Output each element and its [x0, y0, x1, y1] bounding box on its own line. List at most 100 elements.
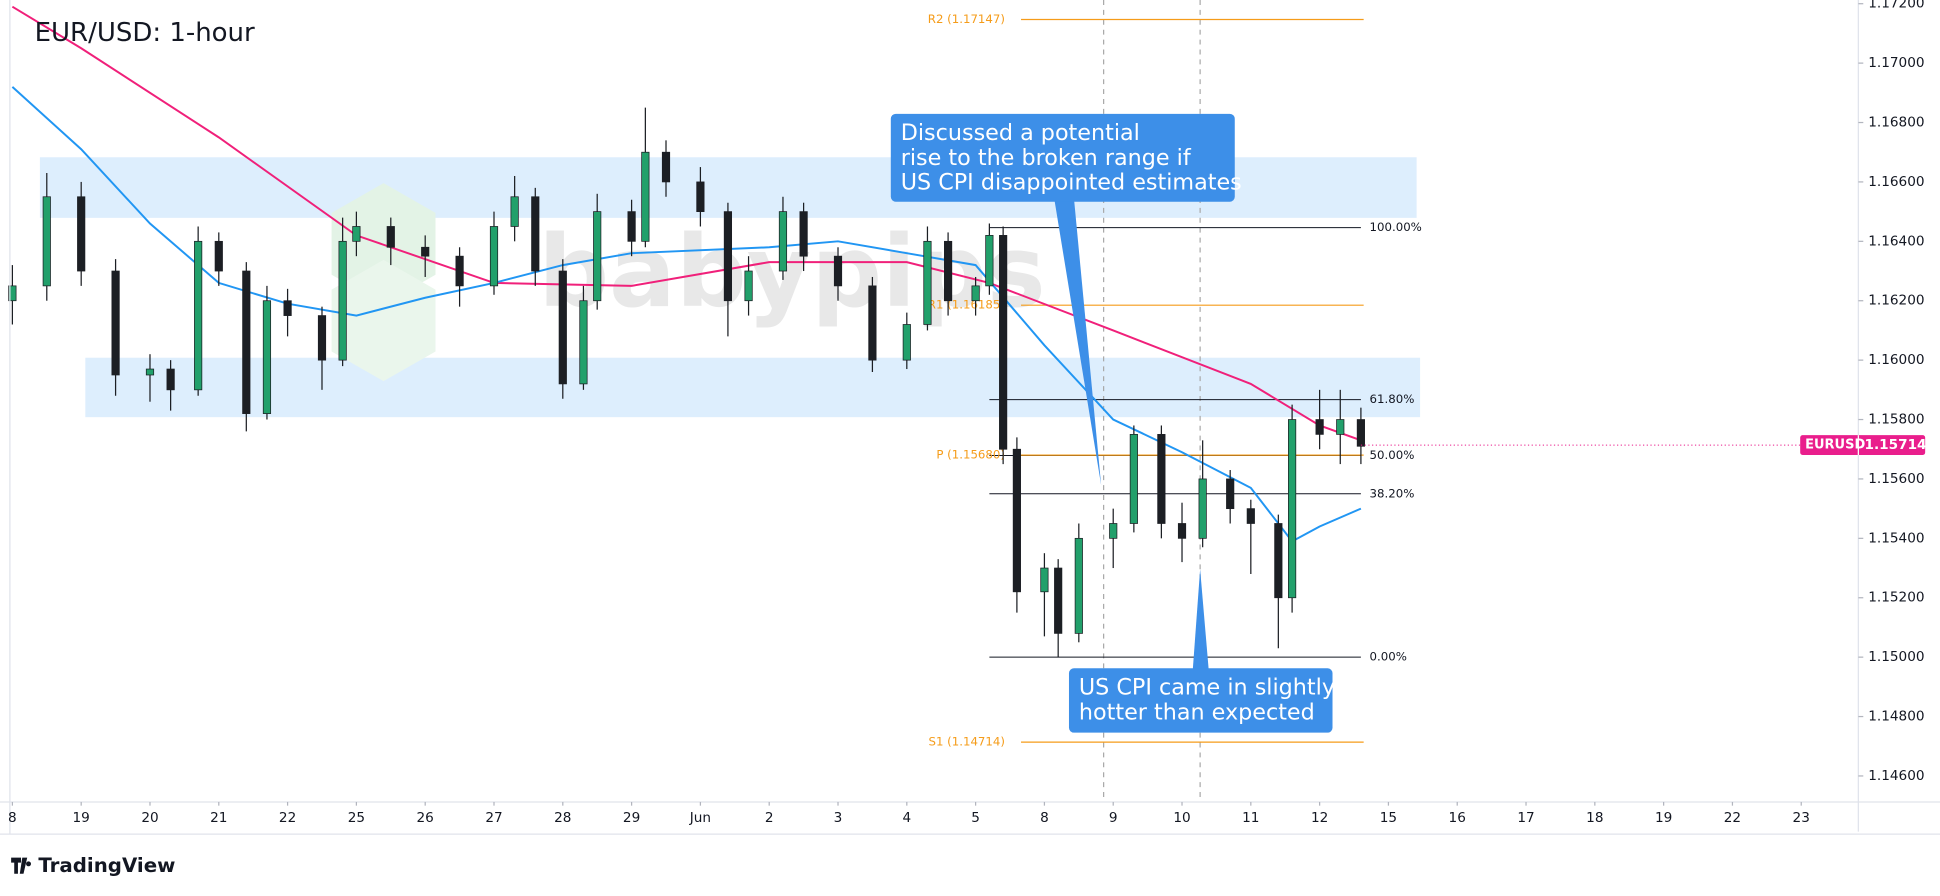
candle-body — [778, 211, 788, 272]
x-tick-label: 8 — [8, 810, 17, 826]
candle-body — [1288, 419, 1297, 599]
x-tick-label: 26 — [417, 810, 434, 826]
watermark-logo — [331, 259, 436, 382]
y-tick-label: 1.15400 — [1868, 530, 1924, 546]
price-tag-value: 1.15714 — [1865, 437, 1927, 453]
candle-body — [455, 255, 464, 287]
candle-body — [386, 226, 395, 248]
candle-body — [1040, 567, 1049, 593]
callout-box — [890, 113, 1235, 202]
logo-icon — [11, 857, 31, 874]
x-tick-label: Jun — [689, 810, 711, 826]
x-tick-label: 12 — [1311, 810, 1328, 826]
candle-body — [338, 240, 347, 361]
watermark: babypips — [538, 215, 1046, 330]
x-tick-label: 19 — [73, 810, 90, 826]
x-tick-label: 2 — [765, 810, 774, 826]
candle-body — [923, 240, 932, 325]
candle-body — [971, 285, 980, 302]
x-tick-label: 11 — [1242, 810, 1259, 826]
y-tick-label: 1.14800 — [1868, 709, 1924, 725]
x-tick-label: 3 — [834, 810, 843, 826]
candle-body — [696, 181, 705, 212]
y-tick-label: 1.15000 — [1868, 649, 1924, 665]
y-tick-label: 1.16000 — [1868, 352, 1924, 368]
x-tick-label: 29 — [623, 810, 640, 826]
y-tick-label: 1.16200 — [1868, 293, 1924, 309]
moving-averages — [11, 5, 1362, 543]
candle-body — [77, 196, 86, 272]
y-tick-label: 1.16800 — [1868, 115, 1924, 131]
candle-body — [214, 240, 223, 272]
pivot-label: R1 (1.16185) — [928, 298, 1005, 312]
callout-text: Discussed a potential — [901, 120, 1140, 146]
x-tick-label: 21 — [210, 810, 227, 826]
candle-body — [999, 235, 1008, 450]
candle-body — [944, 240, 953, 302]
callout-text: rise to the broken range if — [901, 145, 1192, 171]
x-tick-label: 17 — [1517, 810, 1534, 826]
x-tick-label: 28 — [554, 810, 571, 826]
y-tick-label: 1.15800 — [1868, 412, 1924, 428]
candle-body — [1246, 508, 1255, 524]
candle-body — [1226, 478, 1235, 510]
y-tick-label: 1.15600 — [1868, 471, 1924, 487]
candle-body — [1054, 567, 1063, 634]
candle-body — [510, 196, 519, 227]
x-tick-label: 22 — [279, 810, 296, 826]
candle-body — [558, 270, 567, 385]
x-tick-label: 20 — [141, 810, 158, 826]
fib-label: 50.00% — [1370, 448, 1415, 462]
candle-body — [145, 368, 155, 376]
pivot-label: S1 (1.14714) — [929, 735, 1005, 749]
fib-label: 38.20% — [1370, 486, 1415, 500]
candle-body — [352, 226, 361, 242]
fib-label: 0.00% — [1370, 650, 1407, 664]
candles — [8, 107, 1365, 658]
price-tag: EURUSD 1.15714 — [1360, 435, 1927, 455]
candle-body — [1177, 523, 1187, 539]
callout-pointer — [1054, 198, 1102, 486]
candle-body — [833, 255, 843, 287]
candle-body — [723, 211, 733, 302]
x-tick-label: 4 — [902, 810, 911, 826]
moving-average-line — [11, 86, 1362, 543]
candle-body — [1109, 523, 1118, 539]
fib-label: 61.80% — [1370, 392, 1415, 406]
candle-body — [985, 235, 994, 287]
logo-text: TradingView — [38, 854, 175, 877]
callout-text: US CPI disappointed estimates — [901, 170, 1242, 196]
moving-average-line — [11, 5, 1362, 442]
candle-body — [744, 270, 753, 302]
y-tick-label: 1.16600 — [1868, 174, 1924, 190]
y-tick-label: 1.15200 — [1868, 590, 1924, 606]
candle-body — [1315, 419, 1324, 435]
pivot-label: R2 (1.17147) — [928, 12, 1005, 26]
x-tick-label: 15 — [1380, 810, 1397, 826]
candle-body — [489, 226, 499, 287]
y-tick-label: 1.14600 — [1868, 768, 1924, 784]
callout-box — [1068, 668, 1333, 733]
fib-label: 100.00% — [1370, 220, 1422, 234]
candle-body — [262, 300, 272, 414]
logo: TradingView — [11, 854, 175, 877]
callout-text: hotter than expected — [1079, 699, 1315, 725]
x-tick-label: 10 — [1173, 810, 1190, 826]
candle-body — [1129, 434, 1138, 524]
pivot-label: P (1.15680) — [936, 448, 1005, 462]
candle-body — [902, 324, 911, 361]
x-tick-label: 23 — [1793, 810, 1810, 826]
candle-body — [1274, 523, 1283, 599]
x-tick-label: 5 — [971, 810, 980, 826]
axes: 1.17200 1.17000 1.16800 1.16600 1.16400 1.162… — [8, 0, 1924, 826]
candle-body — [1336, 419, 1345, 435]
candle-body — [531, 196, 540, 272]
x-tick-label: 19 — [1655, 810, 1672, 826]
y-tick-label: 1.17000 — [1868, 55, 1924, 71]
candle-body — [627, 211, 636, 242]
candle-body — [111, 270, 120, 376]
candle-body — [1074, 537, 1083, 634]
x-tick-label: 18 — [1586, 810, 1603, 826]
